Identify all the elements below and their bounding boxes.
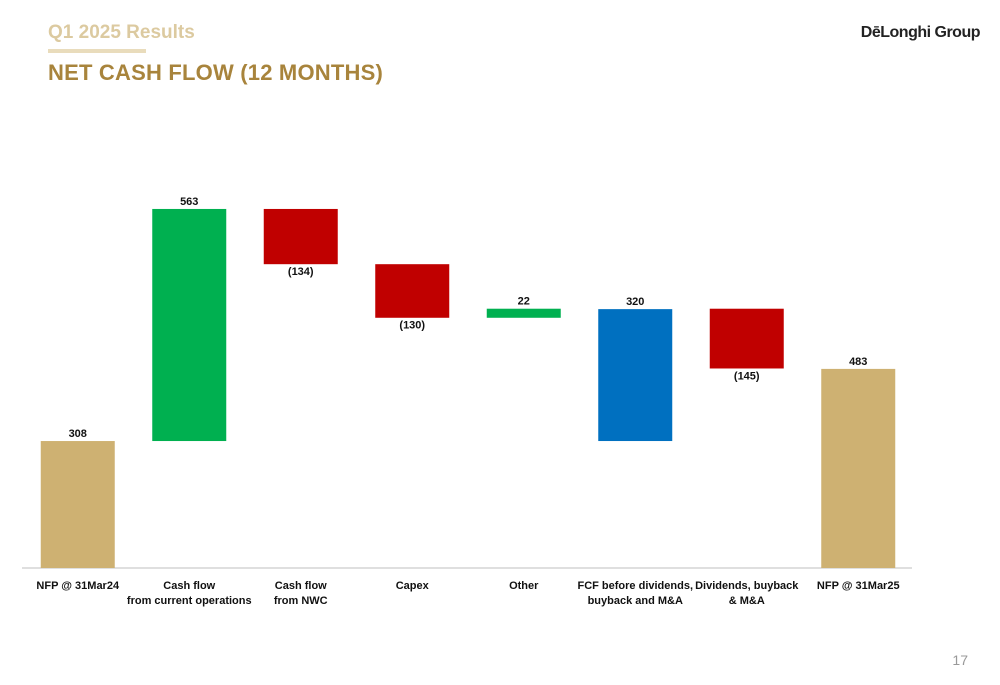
x-tick-label: NFP @ 31Mar25	[816, 580, 900, 592]
section-title: Q1 2025 Results	[48, 22, 195, 43]
page-number: 17	[952, 652, 968, 668]
data-label: 483	[849, 356, 867, 368]
x-tick-label: Other	[509, 580, 539, 592]
bar	[821, 368, 896, 568]
x-tick-label: Dividends, buyback & M&A	[695, 580, 799, 607]
bar	[40, 441, 115, 568]
x-tick-label: NFP @ 31Mar24	[36, 580, 120, 592]
bar	[375, 264, 450, 318]
data-label: (134)	[288, 266, 314, 278]
x-tick-label: Cash flow from NWC	[273, 580, 328, 607]
bar	[709, 308, 784, 369]
x-tick-label: Cash flow from current operations	[126, 580, 252, 607]
data-label: (145)	[734, 370, 760, 382]
logo: DēLonghi Group	[860, 24, 981, 41]
data-label: 308	[69, 428, 87, 440]
x-tick-label: FCF before dividends, buyback and M&A	[577, 580, 693, 607]
bar	[263, 208, 338, 265]
bar	[598, 309, 673, 442]
chart-title: NET CASH FLOW (12 MONTHS)	[48, 60, 383, 85]
x-tick-label: Capex	[395, 580, 429, 592]
title-rule	[48, 49, 146, 53]
data-label: 320	[626, 296, 644, 308]
bar	[152, 208, 227, 442]
data-label: 22	[518, 296, 530, 308]
data-label: (130)	[399, 320, 425, 332]
data-label: 563	[180, 196, 198, 208]
bar	[486, 308, 561, 318]
